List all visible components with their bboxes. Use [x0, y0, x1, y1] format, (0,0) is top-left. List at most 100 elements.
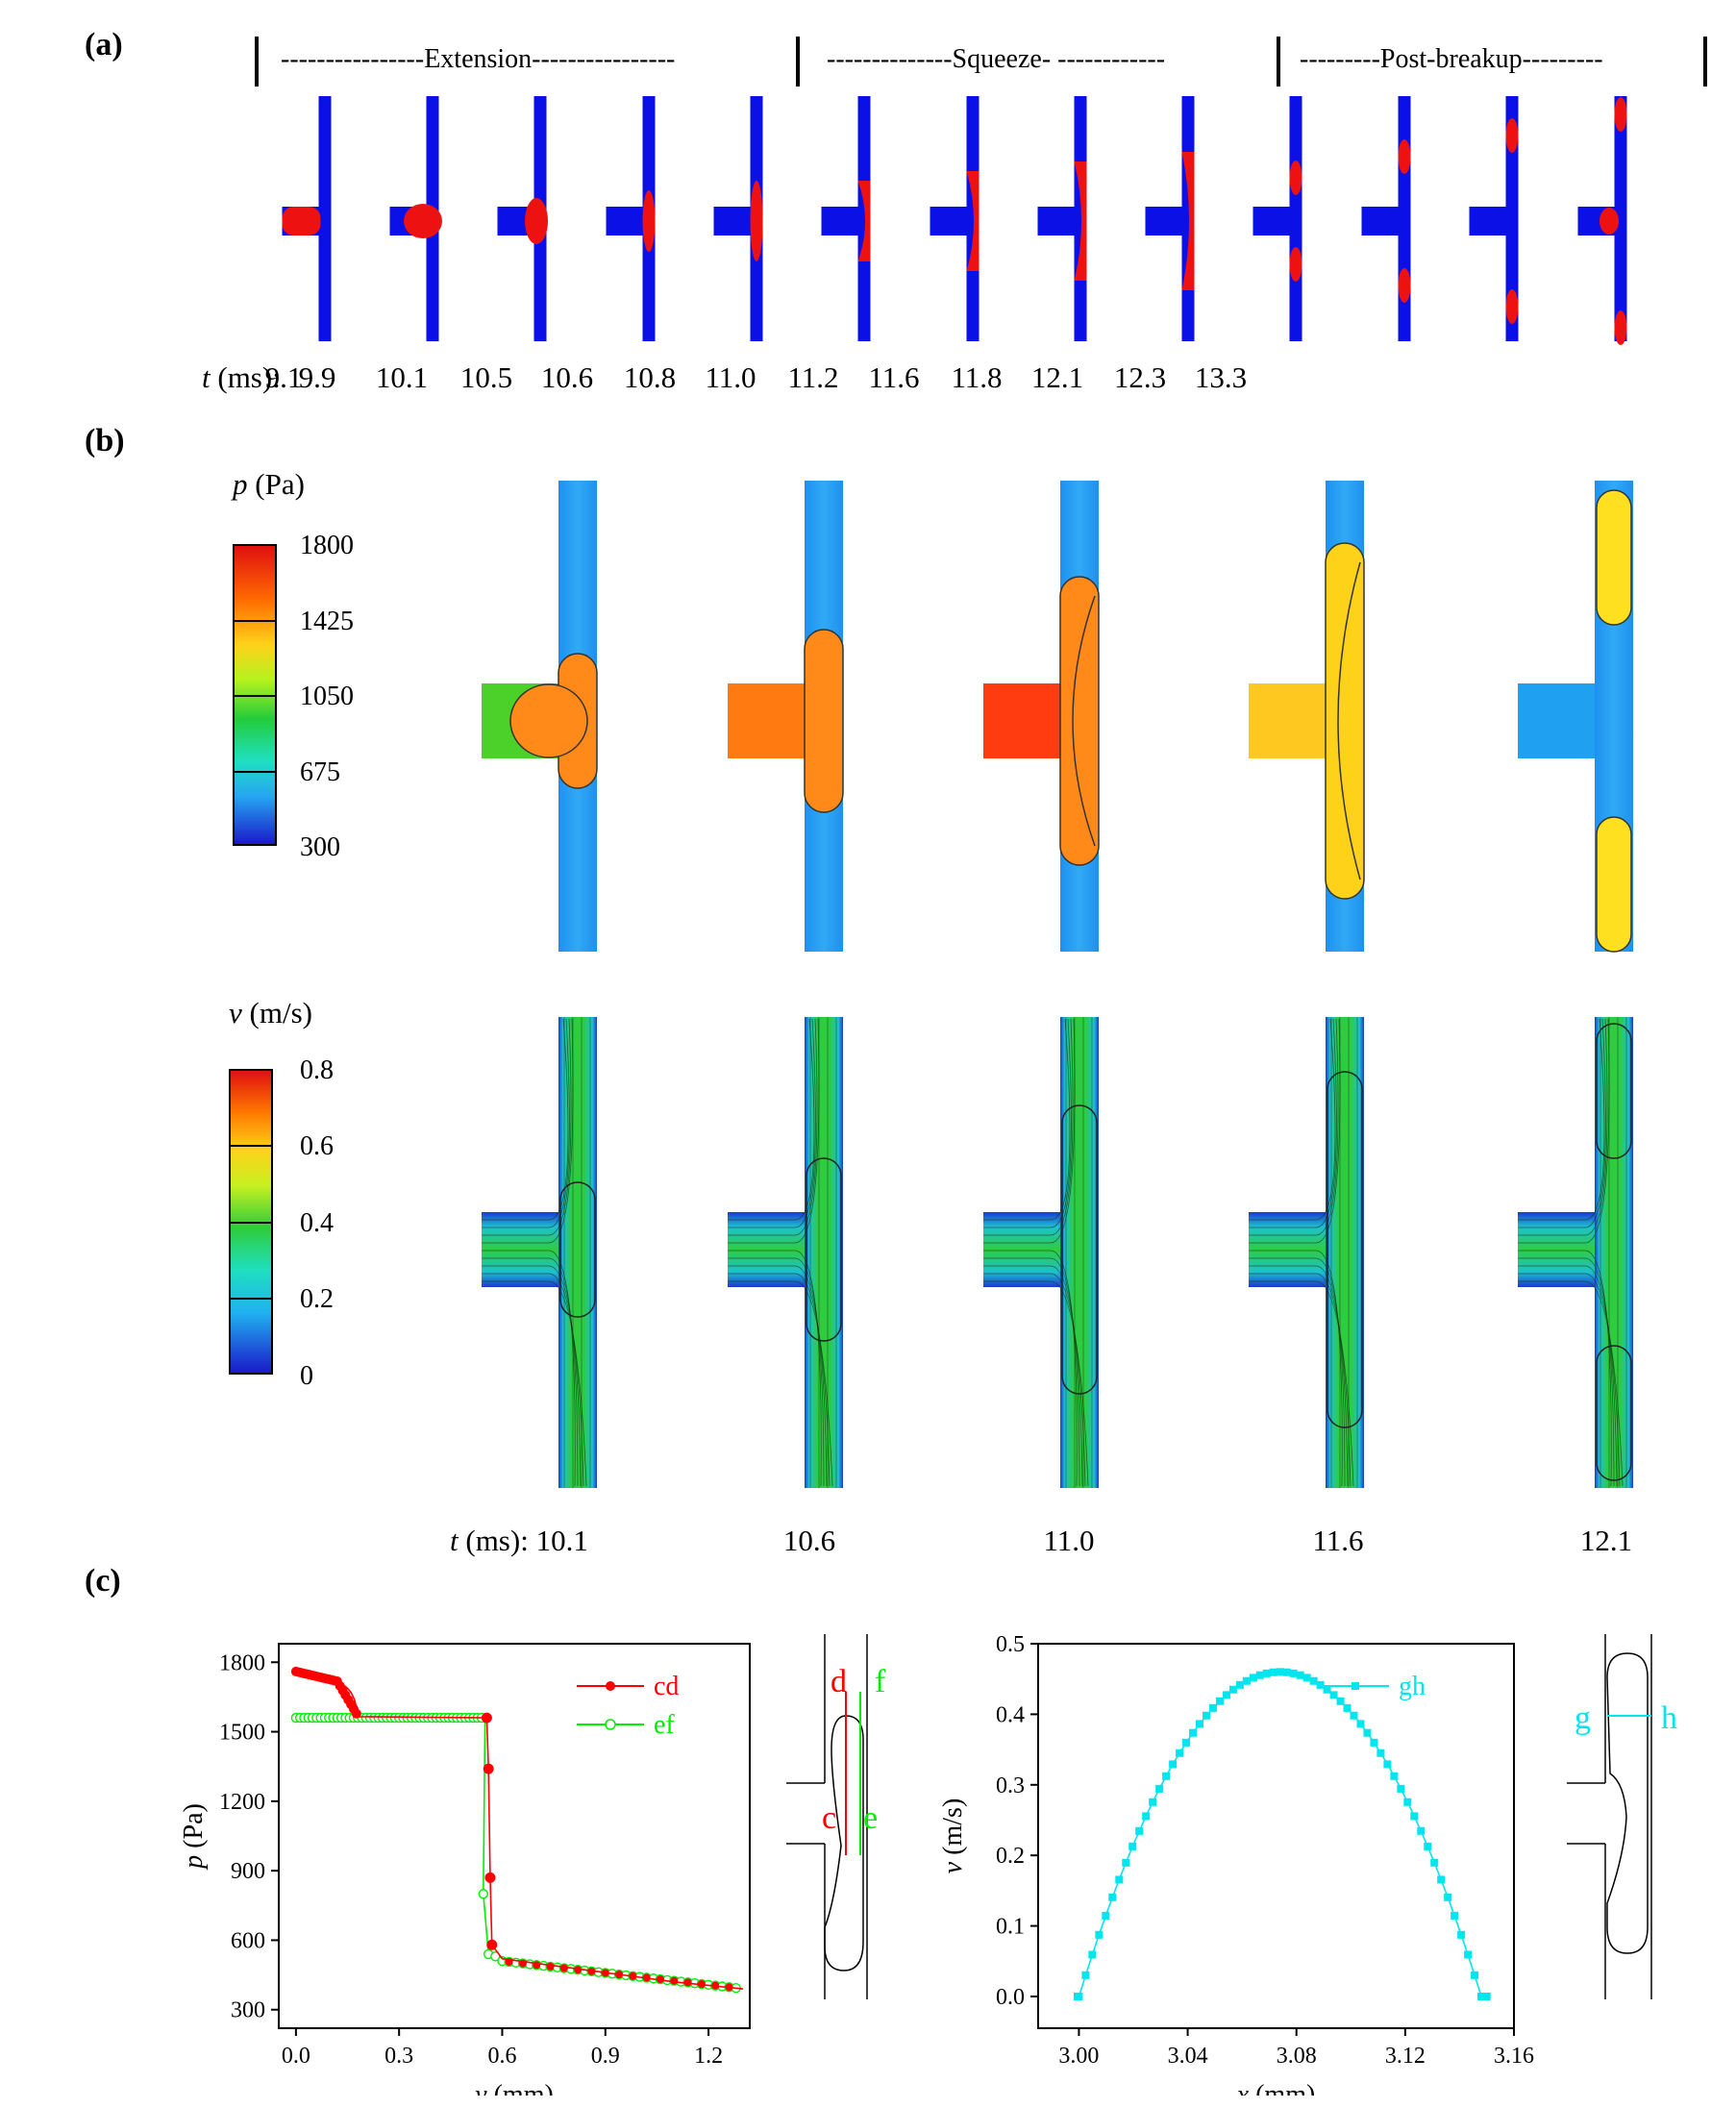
vertical-channel [1505, 96, 1519, 341]
snapshot [821, 96, 871, 341]
pressure-droplet [804, 629, 844, 813]
droplet [1289, 161, 1302, 195]
plot-frame [278, 1643, 751, 2029]
x-tick-label: 3.12 [1385, 2044, 1426, 2069]
panel-c-label: (c) [85, 1563, 121, 1599]
colorbar-divider [229, 1298, 273, 1300]
point-cd [481, 1712, 492, 1724]
pressure-droplet [1596, 489, 1632, 626]
droplet [1600, 208, 1619, 235]
snapshot [713, 96, 763, 341]
pressure-tick: 300 [300, 832, 340, 862]
point-gh [1242, 1676, 1251, 1685]
x-tick-label: 0.9 [591, 2044, 620, 2069]
point-gh [1176, 1748, 1184, 1757]
pressure-droplet [1596, 816, 1632, 953]
x-tick-label: 0.0 [282, 2044, 310, 2069]
point-gh [1356, 1720, 1365, 1728]
point-gh [1208, 1703, 1217, 1712]
pressure-inlet [728, 683, 805, 758]
pressure-inlet [1518, 683, 1595, 758]
legend-label-gh: gh [1399, 1672, 1426, 1701]
point-gh [1343, 1703, 1352, 1712]
phase-separator [796, 37, 800, 87]
point-gh [1471, 1971, 1479, 1979]
streamline [728, 1257, 825, 1487]
velocity-tick: 0.8 [300, 1055, 334, 1085]
label-d: d [831, 1664, 847, 1699]
phase-extension-label: ----------------Extension---------------… [281, 44, 676, 74]
velocity-inlet [983, 1212, 1060, 1287]
velocity-snapshot [1249, 1017, 1364, 1488]
point-gh [1417, 1826, 1426, 1835]
velocity-tick: 0.2 [300, 1284, 334, 1314]
velocity-interface [1596, 1023, 1632, 1159]
point-gh [1397, 1784, 1405, 1793]
pressure-droplet-neck [509, 683, 588, 758]
point-gh [1182, 1738, 1191, 1747]
streamline [1518, 1018, 1606, 1228]
streamline [728, 1018, 816, 1228]
time-label: 12.3 [1113, 360, 1167, 394]
legend-marker-gh [1352, 1682, 1359, 1690]
time-label: 10.6 [782, 1524, 836, 1557]
phase-separator [1277, 37, 1280, 87]
point-gh [1282, 1668, 1291, 1676]
velocity-snapshot [728, 1017, 843, 1488]
field-contour-grid [482, 481, 1633, 1488]
point-gh [1196, 1720, 1204, 1728]
time-label: 11.2 [787, 360, 839, 394]
droplet [1074, 161, 1087, 281]
velocity-snapshot [983, 1017, 1099, 1488]
point-gh [1457, 1930, 1466, 1939]
vertical-channel [857, 96, 871, 341]
plot-frame [1037, 1643, 1515, 2029]
pressure-snapshot [728, 481, 844, 952]
streamline [983, 1257, 1080, 1487]
y-tick-label: 1800 [219, 1650, 265, 1675]
point-gh [1149, 1798, 1157, 1806]
streamline [1249, 1018, 1336, 1221]
point-cd [725, 1983, 733, 1992]
time-label: 9.9 [298, 360, 336, 394]
streamline [482, 1280, 587, 1487]
inlet-channel [1037, 207, 1075, 236]
y-tick-label: 0.1 [996, 1915, 1025, 1940]
point-gh [1235, 1680, 1244, 1689]
point-gh [1430, 1858, 1439, 1867]
point-gh [1296, 1671, 1304, 1679]
snapshot [1145, 96, 1195, 341]
y-tick-label: 0.2 [996, 1844, 1025, 1869]
velocity-tick: 0 [300, 1361, 313, 1391]
vertical-channel [1614, 96, 1627, 341]
droplet [1398, 139, 1411, 174]
velocity-inlet [728, 1212, 805, 1287]
streamline [1518, 1280, 1624, 1487]
point-cd [574, 1966, 583, 1974]
x-axis-label: x (mm) [1236, 2080, 1316, 2096]
inlet-channel [1361, 207, 1399, 236]
point-gh [1329, 1691, 1338, 1699]
point-gh [1437, 1875, 1446, 1884]
y-tick-label: 1200 [219, 1790, 265, 1815]
point-cd [486, 1939, 498, 1950]
phase-separator [1703, 37, 1707, 87]
point-gh [1169, 1760, 1178, 1769]
pressure-interface [1337, 561, 1361, 880]
droplet [1289, 247, 1302, 282]
y-tick-label: 300 [231, 1998, 265, 2023]
point-gh [1142, 1812, 1151, 1821]
droplet [282, 207, 321, 236]
y-tick-label: 0.5 [996, 1632, 1025, 1657]
streamline [1518, 1257, 1615, 1487]
droplet [966, 171, 980, 271]
streamline [482, 1018, 570, 1228]
colorbar-divider [233, 771, 277, 773]
snapshot [606, 96, 656, 341]
pressure-snapshot [1249, 481, 1365, 952]
point-gh [1255, 1671, 1264, 1679]
point-gh [1276, 1668, 1284, 1676]
time-label: 9.1 [264, 360, 303, 394]
point-gh [1189, 1728, 1198, 1737]
